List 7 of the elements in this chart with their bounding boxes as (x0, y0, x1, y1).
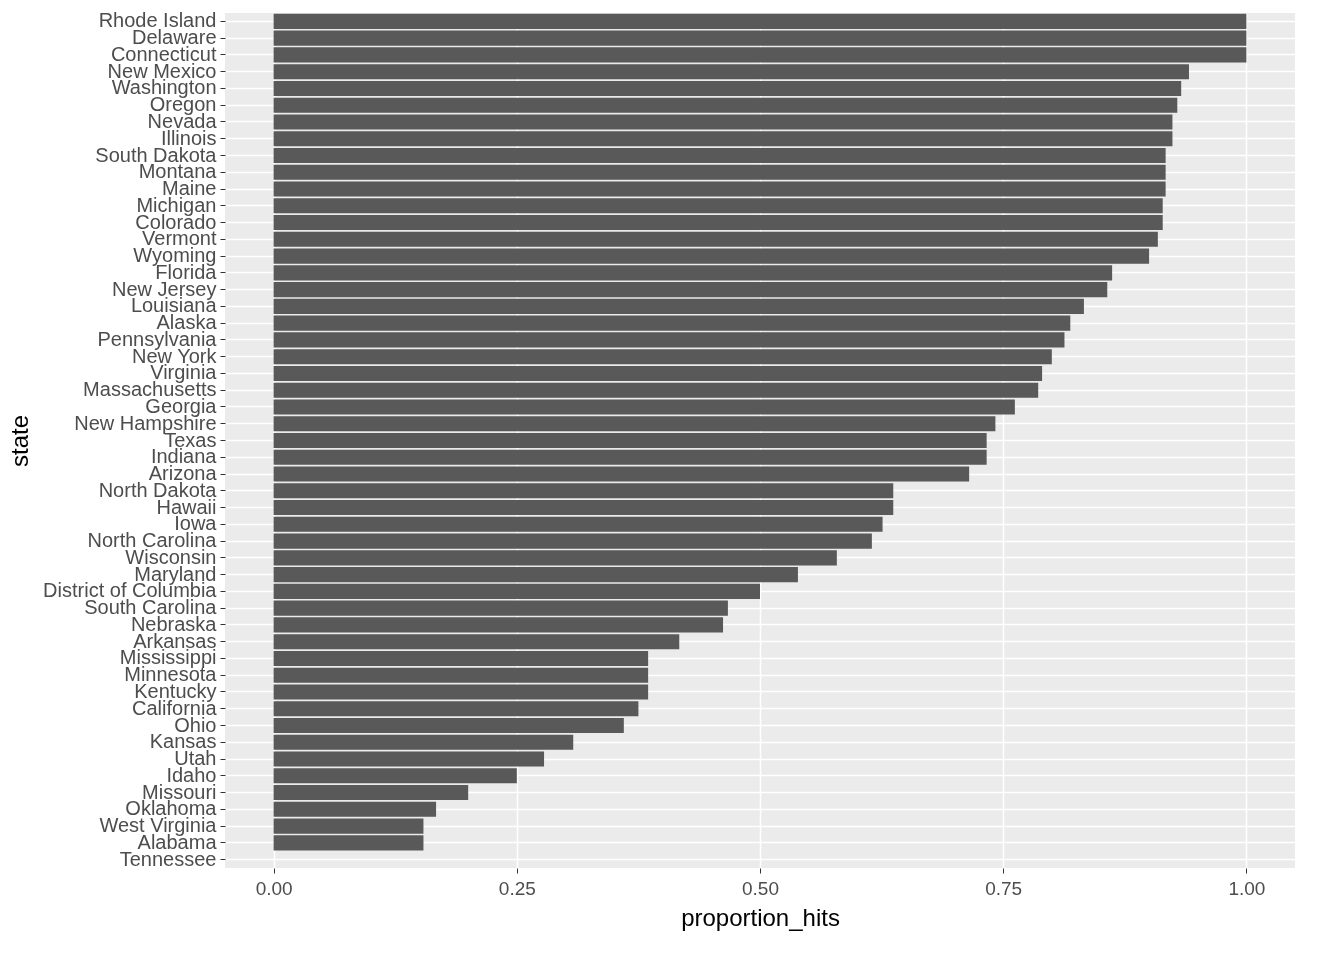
y-axis-title: state (6, 414, 34, 468)
x-tick-label: 1.00 (1228, 877, 1266, 899)
x-tick-label: 0.75 (985, 877, 1023, 899)
x-axis-title: proportion_hits (681, 903, 840, 931)
x-tick-label: 0.00 (255, 877, 293, 899)
x-tick-label: 0.25 (498, 877, 536, 899)
x-tick-label: 0.50 (742, 877, 779, 899)
